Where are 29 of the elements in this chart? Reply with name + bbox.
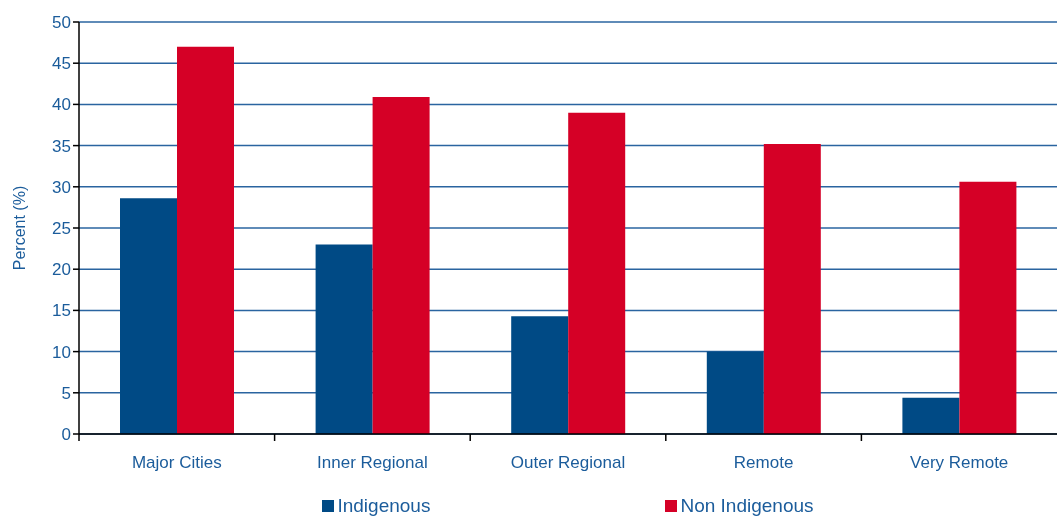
bar (763, 143, 821, 434)
bar (568, 112, 626, 434)
x-tick-label: Very Remote (910, 453, 1009, 472)
bar (902, 397, 960, 434)
bar (511, 316, 569, 434)
bar (120, 198, 177, 434)
y-tick-label: 45 (52, 54, 71, 74)
x-tick-label: Outer Regional (510, 453, 626, 472)
y-tick-label: 20 (52, 260, 71, 280)
legend-label: Non Indigenous (679, 495, 814, 517)
y-tick-label: 50 (52, 13, 71, 33)
y-tick-label: 35 (52, 136, 71, 156)
y-tick-label: 25 (52, 219, 71, 239)
bar (177, 46, 234, 434)
y-tick-label: 5 (61, 383, 71, 403)
x-tick-label: Remote (733, 453, 794, 472)
y-tick-label: 10 (52, 342, 71, 362)
legend-label: Indigenous (336, 495, 431, 517)
bar (315, 244, 373, 434)
y-tick-label: 30 (52, 177, 71, 197)
y-tick-label: 15 (52, 301, 71, 321)
x-tick-label: Major Cities (131, 453, 222, 472)
x-tick-label: Inner Regional (317, 453, 428, 472)
y-tick-label: 0 (61, 425, 71, 445)
y-axis-title: Percent (%) (11, 185, 29, 271)
bar (959, 181, 1017, 434)
bar (706, 351, 764, 434)
bar (372, 96, 430, 434)
y-tick-label: 40 (52, 95, 71, 115)
